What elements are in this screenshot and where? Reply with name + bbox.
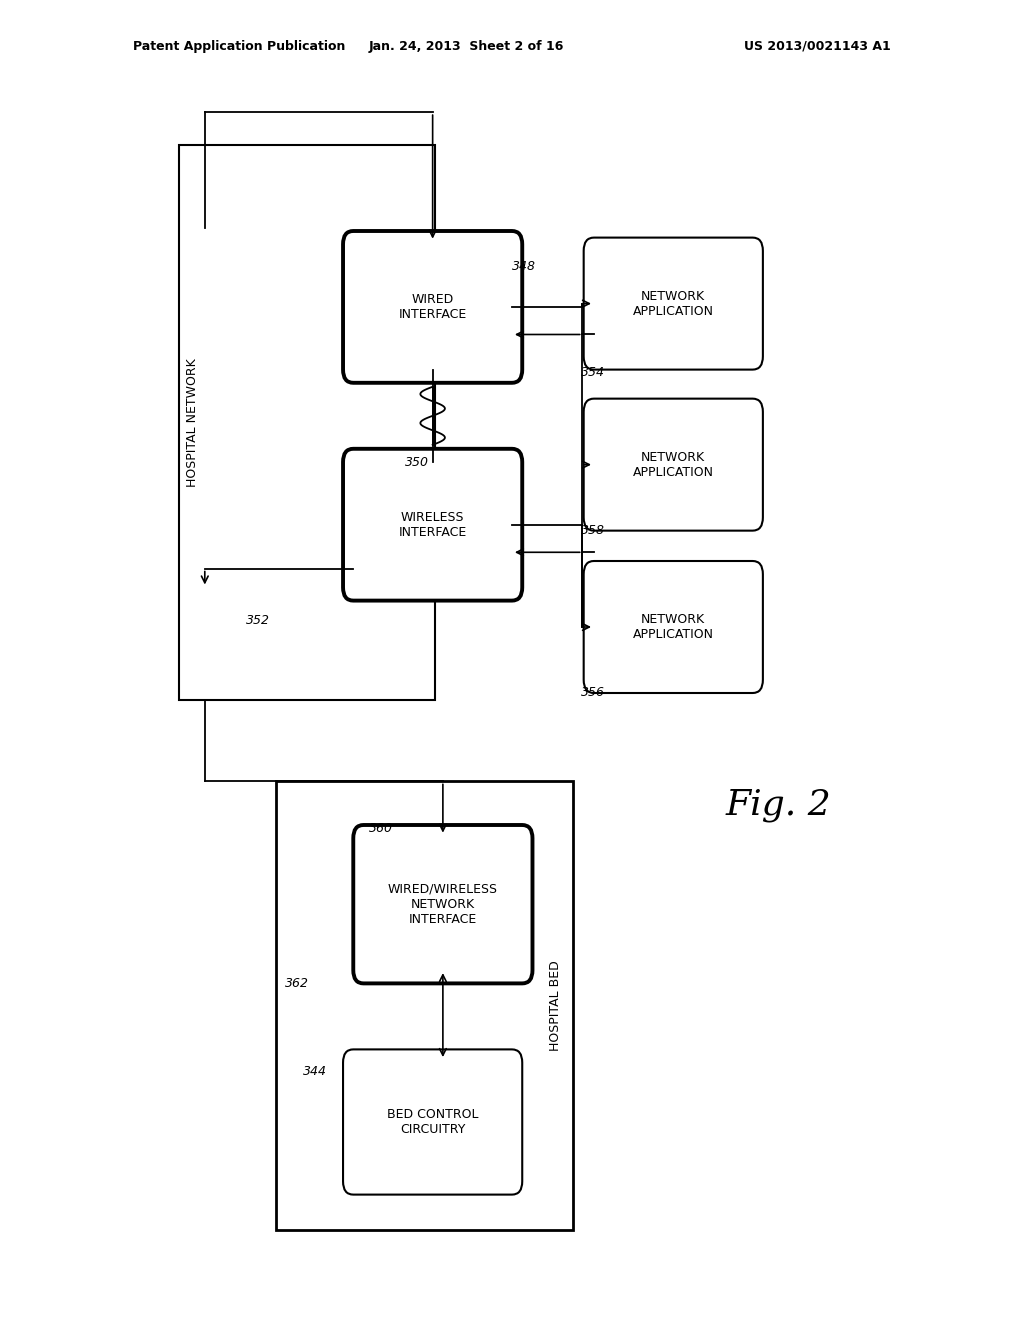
Text: NETWORK
APPLICATION: NETWORK APPLICATION (633, 612, 714, 642)
FancyBboxPatch shape (343, 1049, 522, 1195)
Text: US 2013/0021143 A1: US 2013/0021143 A1 (744, 40, 891, 53)
Text: Patent Application Publication: Patent Application Publication (133, 40, 345, 53)
Text: 352: 352 (246, 614, 269, 627)
FancyBboxPatch shape (343, 449, 522, 601)
Text: NETWORK
APPLICATION: NETWORK APPLICATION (633, 289, 714, 318)
FancyBboxPatch shape (584, 238, 763, 370)
Text: NETWORK
APPLICATION: NETWORK APPLICATION (633, 450, 714, 479)
Text: 348: 348 (512, 260, 536, 273)
Text: BED CONTROL
CIRCUITRY: BED CONTROL CIRCUITRY (387, 1107, 478, 1137)
Bar (179, 145, 435, 700)
Text: 350: 350 (404, 455, 428, 469)
Text: WIRELESS
INTERFACE: WIRELESS INTERFACE (398, 511, 467, 539)
Text: WIRED
INTERFACE: WIRED INTERFACE (398, 293, 467, 321)
FancyBboxPatch shape (353, 825, 532, 983)
Bar (276, 781, 573, 1230)
Text: Jan. 24, 2013  Sheet 2 of 16: Jan. 24, 2013 Sheet 2 of 16 (369, 40, 563, 53)
Text: HOSPITAL NETWORK: HOSPITAL NETWORK (186, 358, 199, 487)
Text: 358: 358 (581, 524, 604, 537)
FancyBboxPatch shape (584, 561, 763, 693)
FancyBboxPatch shape (343, 231, 522, 383)
Text: Fig. 2: Fig. 2 (725, 788, 831, 822)
Text: 356: 356 (581, 686, 604, 700)
Text: 344: 344 (303, 1065, 327, 1078)
Text: HOSPITAL BED: HOSPITAL BED (549, 961, 561, 1051)
Text: 360: 360 (369, 822, 392, 836)
Text: 354: 354 (581, 366, 604, 379)
FancyBboxPatch shape (584, 399, 763, 531)
Text: 362: 362 (285, 977, 308, 990)
Text: WIRED/WIRELESS
NETWORK
INTERFACE: WIRED/WIRELESS NETWORK INTERFACE (388, 883, 498, 925)
